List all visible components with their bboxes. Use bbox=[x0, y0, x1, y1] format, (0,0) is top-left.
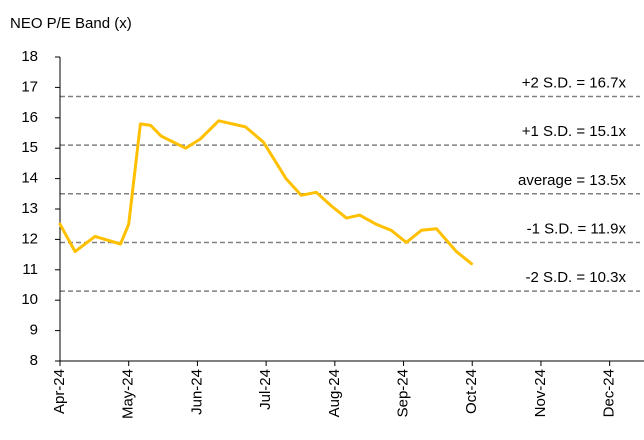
x-tick-label: May-24 bbox=[120, 369, 137, 419]
x-tick-label: Aug-24 bbox=[326, 369, 343, 417]
chart-title: NEO P/E Band (x) bbox=[10, 15, 132, 32]
x-tick-label: Apr-24 bbox=[51, 369, 68, 414]
x-tick-label: Nov-24 bbox=[532, 369, 549, 417]
x-tick-label: Sep-24 bbox=[394, 369, 411, 417]
y-tick-label: 16 bbox=[21, 109, 38, 126]
x-tick-label: Jul-24 bbox=[257, 369, 274, 410]
band-label: +1 S.D. = 15.1x bbox=[522, 123, 627, 140]
x-tick-label: Jun-24 bbox=[188, 369, 205, 415]
x-tick-label: Dec-24 bbox=[601, 369, 618, 417]
y-tick-label: 13 bbox=[21, 200, 38, 217]
y-tick-label: 12 bbox=[21, 230, 38, 247]
x-tick-label: Oct-24 bbox=[463, 369, 480, 414]
y-tick-label: 14 bbox=[21, 170, 38, 187]
y-tick-label: 10 bbox=[21, 291, 38, 308]
y-tick-label: 11 bbox=[22, 261, 38, 278]
band-label: -1 S.D. = 11.9x bbox=[527, 220, 627, 237]
band-label: -2 S.D. = 10.3x bbox=[526, 269, 627, 286]
y-tick-label: 17 bbox=[21, 78, 38, 95]
y-tick-label: 18 bbox=[21, 48, 38, 65]
band-label: +2 S.D. = 16.7x bbox=[522, 74, 627, 91]
y-tick-label: 15 bbox=[21, 139, 38, 156]
y-tick-label: 9 bbox=[30, 322, 38, 339]
data-line bbox=[58, 119, 473, 266]
y-tick-label: 8 bbox=[30, 352, 38, 369]
band-label: average = 13.5x bbox=[518, 172, 626, 189]
